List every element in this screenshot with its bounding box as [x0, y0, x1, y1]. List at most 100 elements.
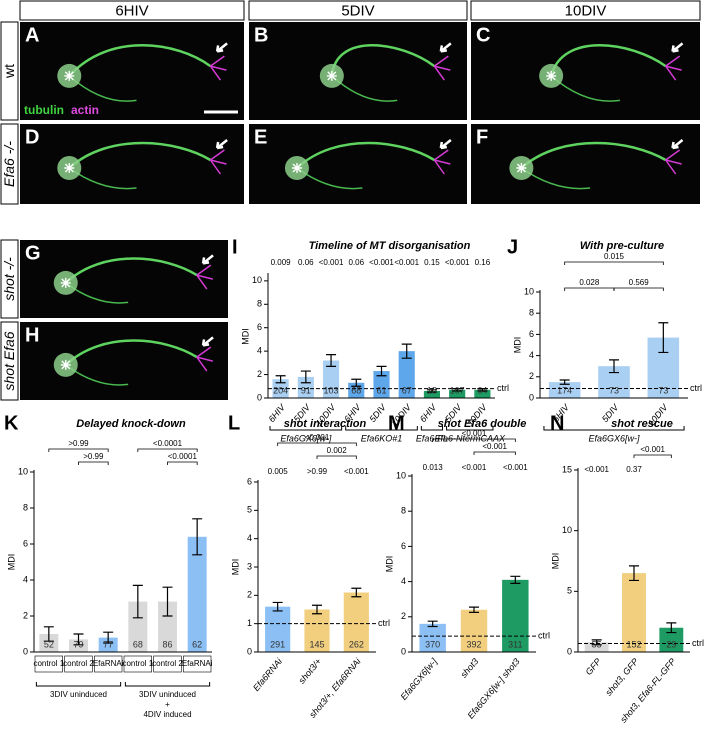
group-bracket: [446, 426, 494, 431]
y-tick-label: 6: [23, 538, 28, 548]
error-bar: [427, 620, 438, 628]
ctrl-label: ctrl: [538, 631, 550, 641]
bracket-label: >0.99: [83, 452, 104, 461]
bar: [398, 351, 415, 398]
neurite: [68, 141, 212, 169]
p-value: <0.001: [584, 465, 609, 474]
y-tick-label: 0: [257, 392, 262, 402]
y-tick-label: 3: [247, 561, 252, 571]
bracket-label: 0.015: [604, 252, 625, 261]
y-tick-label: 0: [247, 646, 252, 656]
axes: [33, 470, 212, 653]
bracket: [473, 451, 516, 455]
panel-letter: A: [25, 24, 39, 46]
column-header: 6HIV: [115, 2, 148, 19]
arrow: [201, 336, 214, 347]
axes: [577, 468, 690, 653]
n-label: 73: [609, 385, 619, 395]
n-label: 152: [626, 639, 641, 649]
panel-letter: K: [4, 412, 19, 434]
bar: [343, 592, 369, 652]
error-bar: [275, 375, 286, 384]
panel-letter: L: [228, 412, 240, 434]
n-label: 86: [162, 639, 172, 649]
x-tick-label: shot3: [459, 656, 481, 679]
neurite: [68, 44, 212, 77]
error-bar: [312, 604, 322, 615]
p-value: <0.001: [319, 258, 344, 267]
y-axis-label: MDI: [6, 554, 16, 571]
n-label: 79: [73, 639, 83, 649]
panel-letter: B: [254, 24, 268, 46]
p-value: 0.005: [268, 467, 289, 476]
bracket: [316, 455, 357, 459]
arrow: [215, 42, 228, 53]
panel-letter: I: [232, 236, 238, 258]
neurite: [520, 141, 667, 169]
bracket: [137, 448, 198, 452]
group-label: 4DIV induced: [143, 710, 191, 719]
row-label: shot -/-: [1, 257, 17, 301]
panel-letter: H: [25, 324, 39, 346]
y-tick-label: 15: [562, 464, 572, 474]
bar: [69, 639, 88, 652]
micrograph: [249, 22, 467, 120]
micrograph: [20, 240, 228, 318]
asterisk: [516, 163, 527, 173]
group-bracket: [420, 426, 444, 431]
y-tick-label: 2: [247, 590, 252, 600]
y-tick-label: 4: [401, 576, 406, 586]
panel-letter: E: [254, 126, 267, 148]
actin: [665, 55, 682, 81]
p-value: >0.99: [307, 467, 328, 476]
y-tick-label: 0: [529, 392, 534, 402]
y-tick-label: 8: [529, 308, 534, 318]
arrow: [215, 139, 228, 150]
bar: [449, 389, 466, 398]
bar: [98, 637, 118, 652]
y-tick-label: 6: [247, 476, 252, 486]
x-tick-label: control 2: [152, 659, 183, 668]
bracket: [564, 261, 664, 265]
bar: [474, 389, 491, 398]
x-tick-label: Efa6GX6[w-]: [399, 656, 440, 702]
y-tick-label: 0: [23, 646, 28, 656]
asterisk: [64, 163, 75, 173]
bar: [423, 390, 441, 398]
ctrl-label: ctrl: [690, 383, 702, 393]
ctrl-label: ctrl: [692, 638, 704, 648]
p-value: 0.009: [271, 258, 292, 267]
bracket-label: <0.001: [640, 445, 665, 454]
actin: [665, 149, 682, 175]
bar: [622, 573, 646, 652]
chart-title: shot Efa6 double: [438, 418, 527, 430]
chart-title: With pre-culture: [580, 240, 664, 252]
stain-label: tubulin: [24, 103, 64, 117]
n-label: 73: [658, 385, 668, 395]
row-label-box: [0, 21, 19, 121]
actin: [433, 55, 451, 81]
p-value: <0.001: [344, 467, 369, 476]
bar: [158, 601, 177, 652]
n-label: 145: [309, 639, 324, 649]
y-tick-label: 2: [529, 371, 534, 381]
error-bar: [469, 606, 479, 613]
bracket-label: <0.001: [462, 429, 487, 438]
y-tick-label: 10: [396, 470, 406, 480]
n-label: 68: [133, 639, 143, 649]
asterisk: [60, 359, 71, 370]
group-label: Efa6KO#1: [361, 433, 403, 443]
chart-title: shot rescue: [611, 418, 673, 430]
row-label-box: [0, 123, 19, 205]
category-box: [94, 655, 123, 673]
bracket-label: <0.0001: [168, 452, 198, 461]
group-bracket: [124, 682, 211, 687]
p-value: 0.06: [298, 258, 314, 267]
panel-letter: F: [476, 126, 488, 148]
actin: [209, 55, 227, 81]
y-axis-label: MDI: [512, 337, 522, 354]
bar: [659, 627, 684, 652]
n-label: 311: [508, 639, 522, 649]
y-tick-label: 5: [567, 586, 572, 596]
asterisk: [546, 70, 557, 81]
